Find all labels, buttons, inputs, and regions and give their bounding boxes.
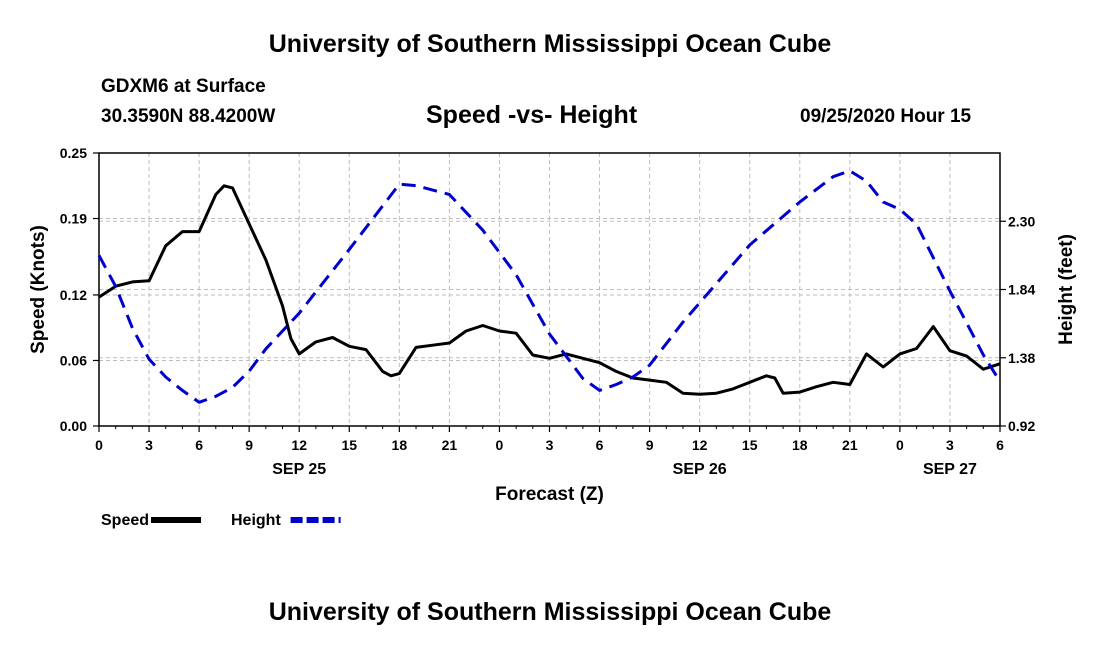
y-tick-label-right: 2.30: [1008, 213, 1035, 229]
legend: Speed Height: [101, 512, 341, 529]
footer-title: University of Southern Mississippi Ocean…: [268, 598, 832, 626]
y-tick-label-right: 1.84: [1008, 282, 1035, 298]
y-tick-label-left: 0.19: [60, 211, 87, 227]
x-tick-label: 6: [195, 437, 203, 453]
y-axis-title-left: Speed (Knots): [28, 225, 49, 354]
axis-labels: 0 3 6 9 12 15 18 21 0 3 6 9 12 15 18 21 0 3 6 0.00 0.06 0.12 0…: [28, 145, 1077, 505]
speed-series-line: [98, 184, 1001, 396]
y-tick-label-right: 0.92: [1008, 418, 1035, 434]
x-tick-label: 3: [145, 437, 153, 453]
legend-label-speed: Speed: [101, 512, 149, 529]
x-tick-label: 3: [946, 437, 954, 453]
y-tick-label-left: 0.06: [60, 352, 87, 368]
x-tick-label: 9: [646, 437, 654, 453]
y-tick-label-left: 0.00: [60, 418, 87, 434]
date-label: SEP 25: [272, 461, 326, 478]
height-series-line: [97, 169, 1002, 404]
y-tick-label-right: 1.38: [1008, 350, 1035, 366]
page-title: University of Southern Mississippi Ocean…: [268, 30, 832, 58]
x-tick-label: 12: [692, 437, 708, 453]
y-tick-label-left: 0.25: [60, 145, 87, 161]
x-tick-label: 3: [546, 437, 554, 453]
y-axis-title-right: Height (feet): [1056, 234, 1077, 345]
x-tick-label: 18: [392, 437, 408, 453]
x-tick-label: 12: [291, 437, 307, 453]
date-label: SEP 27: [923, 461, 977, 478]
x-tick-label: 6: [996, 437, 1004, 453]
axis-ticks: [93, 152, 1006, 432]
forecast-timestamp: 09/25/2020 Hour 15: [800, 106, 972, 127]
date-label: SEP 26: [673, 461, 727, 478]
x-tick-label: 15: [742, 437, 758, 453]
x-tick-label: 0: [496, 437, 504, 453]
legend-label-height: Height: [231, 512, 281, 529]
series: [97, 169, 1002, 404]
x-tick-label: 21: [442, 437, 458, 453]
x-tick-label: 21: [842, 437, 858, 453]
coordinates-label: 30.3590N 88.4200W: [101, 106, 276, 127]
y-tick-label-left: 0.12: [60, 287, 87, 303]
x-tick-label: 0: [95, 437, 103, 453]
x-tick-label: 18: [792, 437, 808, 453]
x-tick-label: 9: [245, 437, 253, 453]
station-label: GDXM6 at Surface: [101, 76, 266, 97]
x-tick-label: 0: [896, 437, 904, 453]
x-tick-label: 15: [341, 437, 357, 453]
x-tick-label: 6: [596, 437, 604, 453]
chart-title: Speed -vs- Height: [426, 101, 638, 129]
x-axis-title: Forecast (Z): [495, 484, 604, 505]
